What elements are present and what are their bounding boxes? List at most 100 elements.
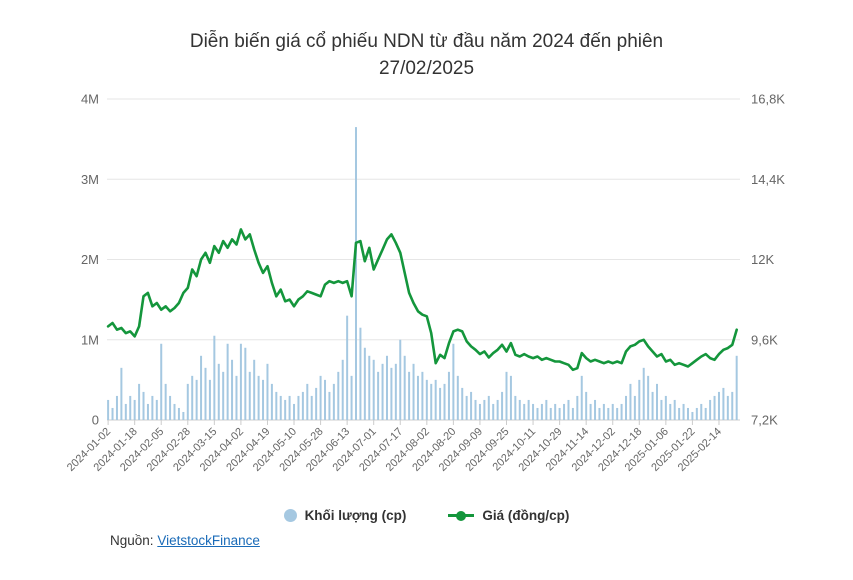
volume-bar[interactable]: [155, 399, 158, 420]
volume-bar[interactable]: [191, 375, 194, 420]
volume-bar[interactable]: [399, 339, 402, 420]
volume-bar[interactable]: [664, 395, 667, 420]
volume-bar[interactable]: [213, 335, 216, 420]
volume-bar[interactable]: [288, 395, 291, 420]
volume-bar[interactable]: [642, 367, 645, 420]
volume-bar[interactable]: [385, 355, 388, 420]
volume-bar[interactable]: [731, 391, 734, 420]
volume-bar[interactable]: [483, 399, 486, 420]
volume-bar[interactable]: [332, 383, 335, 420]
volume-bar[interactable]: [284, 399, 287, 420]
source-link[interactable]: VietstockFinance: [157, 533, 260, 548]
volume-bar[interactable]: [138, 383, 141, 420]
volume-bar[interactable]: [540, 403, 543, 420]
volume-bar[interactable]: [633, 395, 636, 420]
volume-bar[interactable]: [310, 395, 313, 420]
volume-bar[interactable]: [368, 355, 371, 420]
volume-bar[interactable]: [532, 403, 535, 420]
volume-bar[interactable]: [195, 379, 198, 420]
volume-bar[interactable]: [602, 403, 605, 420]
volume-bar[interactable]: [580, 375, 583, 420]
volume-bar[interactable]: [717, 391, 720, 420]
volume-bar[interactable]: [107, 399, 110, 420]
volume-bar[interactable]: [669, 403, 672, 420]
volume-bar[interactable]: [421, 371, 424, 420]
volume-bar[interactable]: [585, 391, 588, 420]
volume-bar[interactable]: [262, 379, 265, 420]
volume-bar[interactable]: [146, 403, 149, 420]
volume-bar[interactable]: [686, 407, 689, 420]
volume-bar[interactable]: [443, 383, 446, 420]
volume-bar[interactable]: [328, 391, 331, 420]
legend-item-volume[interactable]: Khối lượng (cp): [283, 508, 406, 523]
volume-bar[interactable]: [563, 403, 566, 420]
volume-bar[interactable]: [173, 403, 176, 420]
volume-bar[interactable]: [394, 363, 397, 420]
volume-bar[interactable]: [660, 399, 663, 420]
volume-bar[interactable]: [673, 399, 676, 420]
volume-bar[interactable]: [549, 407, 552, 420]
volume-bar[interactable]: [695, 407, 698, 420]
volume-bar[interactable]: [501, 391, 504, 420]
volume-bar[interactable]: [217, 363, 220, 420]
volume-bar[interactable]: [616, 407, 619, 420]
volume-bar[interactable]: [452, 343, 455, 420]
volume-bar[interactable]: [536, 407, 539, 420]
volume-bar[interactable]: [447, 371, 450, 420]
volume-bar[interactable]: [456, 375, 459, 420]
volume-bar[interactable]: [239, 343, 242, 420]
volume-bar[interactable]: [726, 395, 729, 420]
volume-bar[interactable]: [151, 395, 154, 420]
volume-bar[interactable]: [115, 395, 118, 420]
volume-bar[interactable]: [629, 383, 632, 420]
volume-bar[interactable]: [164, 383, 167, 420]
volume-bar[interactable]: [293, 403, 296, 420]
volume-bar[interactable]: [487, 395, 490, 420]
volume-bar[interactable]: [226, 343, 229, 420]
volume-bar[interactable]: [270, 383, 273, 420]
volume-bar[interactable]: [461, 387, 464, 420]
volume-bar[interactable]: [509, 375, 512, 420]
volume-bar[interactable]: [735, 355, 738, 420]
volume-bar[interactable]: [324, 379, 327, 420]
volume-bar[interactable]: [208, 379, 211, 420]
volume-bar[interactable]: [160, 343, 163, 420]
volume-bar[interactable]: [607, 407, 610, 420]
volume-bar[interactable]: [527, 399, 530, 420]
volume-bar[interactable]: [709, 399, 712, 420]
volume-bar[interactable]: [231, 359, 234, 420]
volume-bar[interactable]: [129, 395, 132, 420]
volume-bar[interactable]: [133, 399, 136, 420]
volume-bar[interactable]: [505, 371, 508, 420]
volume-bar[interactable]: [186, 383, 189, 420]
volume-bar[interactable]: [496, 399, 499, 420]
volume-bar[interactable]: [372, 359, 375, 420]
volume-bar[interactable]: [204, 367, 207, 420]
volume-bar[interactable]: [319, 375, 322, 420]
volume-bar[interactable]: [200, 355, 203, 420]
volume-bar[interactable]: [182, 411, 185, 420]
volume-bar[interactable]: [248, 371, 251, 420]
volume-bar[interactable]: [425, 379, 428, 420]
volume-bar[interactable]: [474, 399, 477, 420]
volume-bar[interactable]: [306, 383, 309, 420]
volume-bar[interactable]: [111, 407, 114, 420]
volume-bar[interactable]: [576, 395, 579, 420]
price-line[interactable]: [106, 228, 739, 372]
volume-bar[interactable]: [678, 407, 681, 420]
volume-bar[interactable]: [704, 407, 707, 420]
volume-bar[interactable]: [713, 395, 716, 420]
volume-bar[interactable]: [470, 391, 473, 420]
volume-bar[interactable]: [567, 399, 570, 420]
volume-bar[interactable]: [620, 403, 623, 420]
volume-bar[interactable]: [408, 371, 411, 420]
volume-bar[interactable]: [492, 403, 495, 420]
volume-bar[interactable]: [430, 383, 433, 420]
volume-bar[interactable]: [120, 367, 123, 420]
volume-bar[interactable]: [434, 379, 437, 420]
volume-bar[interactable]: [700, 403, 703, 420]
volume-bar[interactable]: [403, 355, 406, 420]
volume-bar[interactable]: [558, 407, 561, 420]
volume-bar[interactable]: [390, 367, 393, 420]
volume-bar[interactable]: [465, 395, 468, 420]
